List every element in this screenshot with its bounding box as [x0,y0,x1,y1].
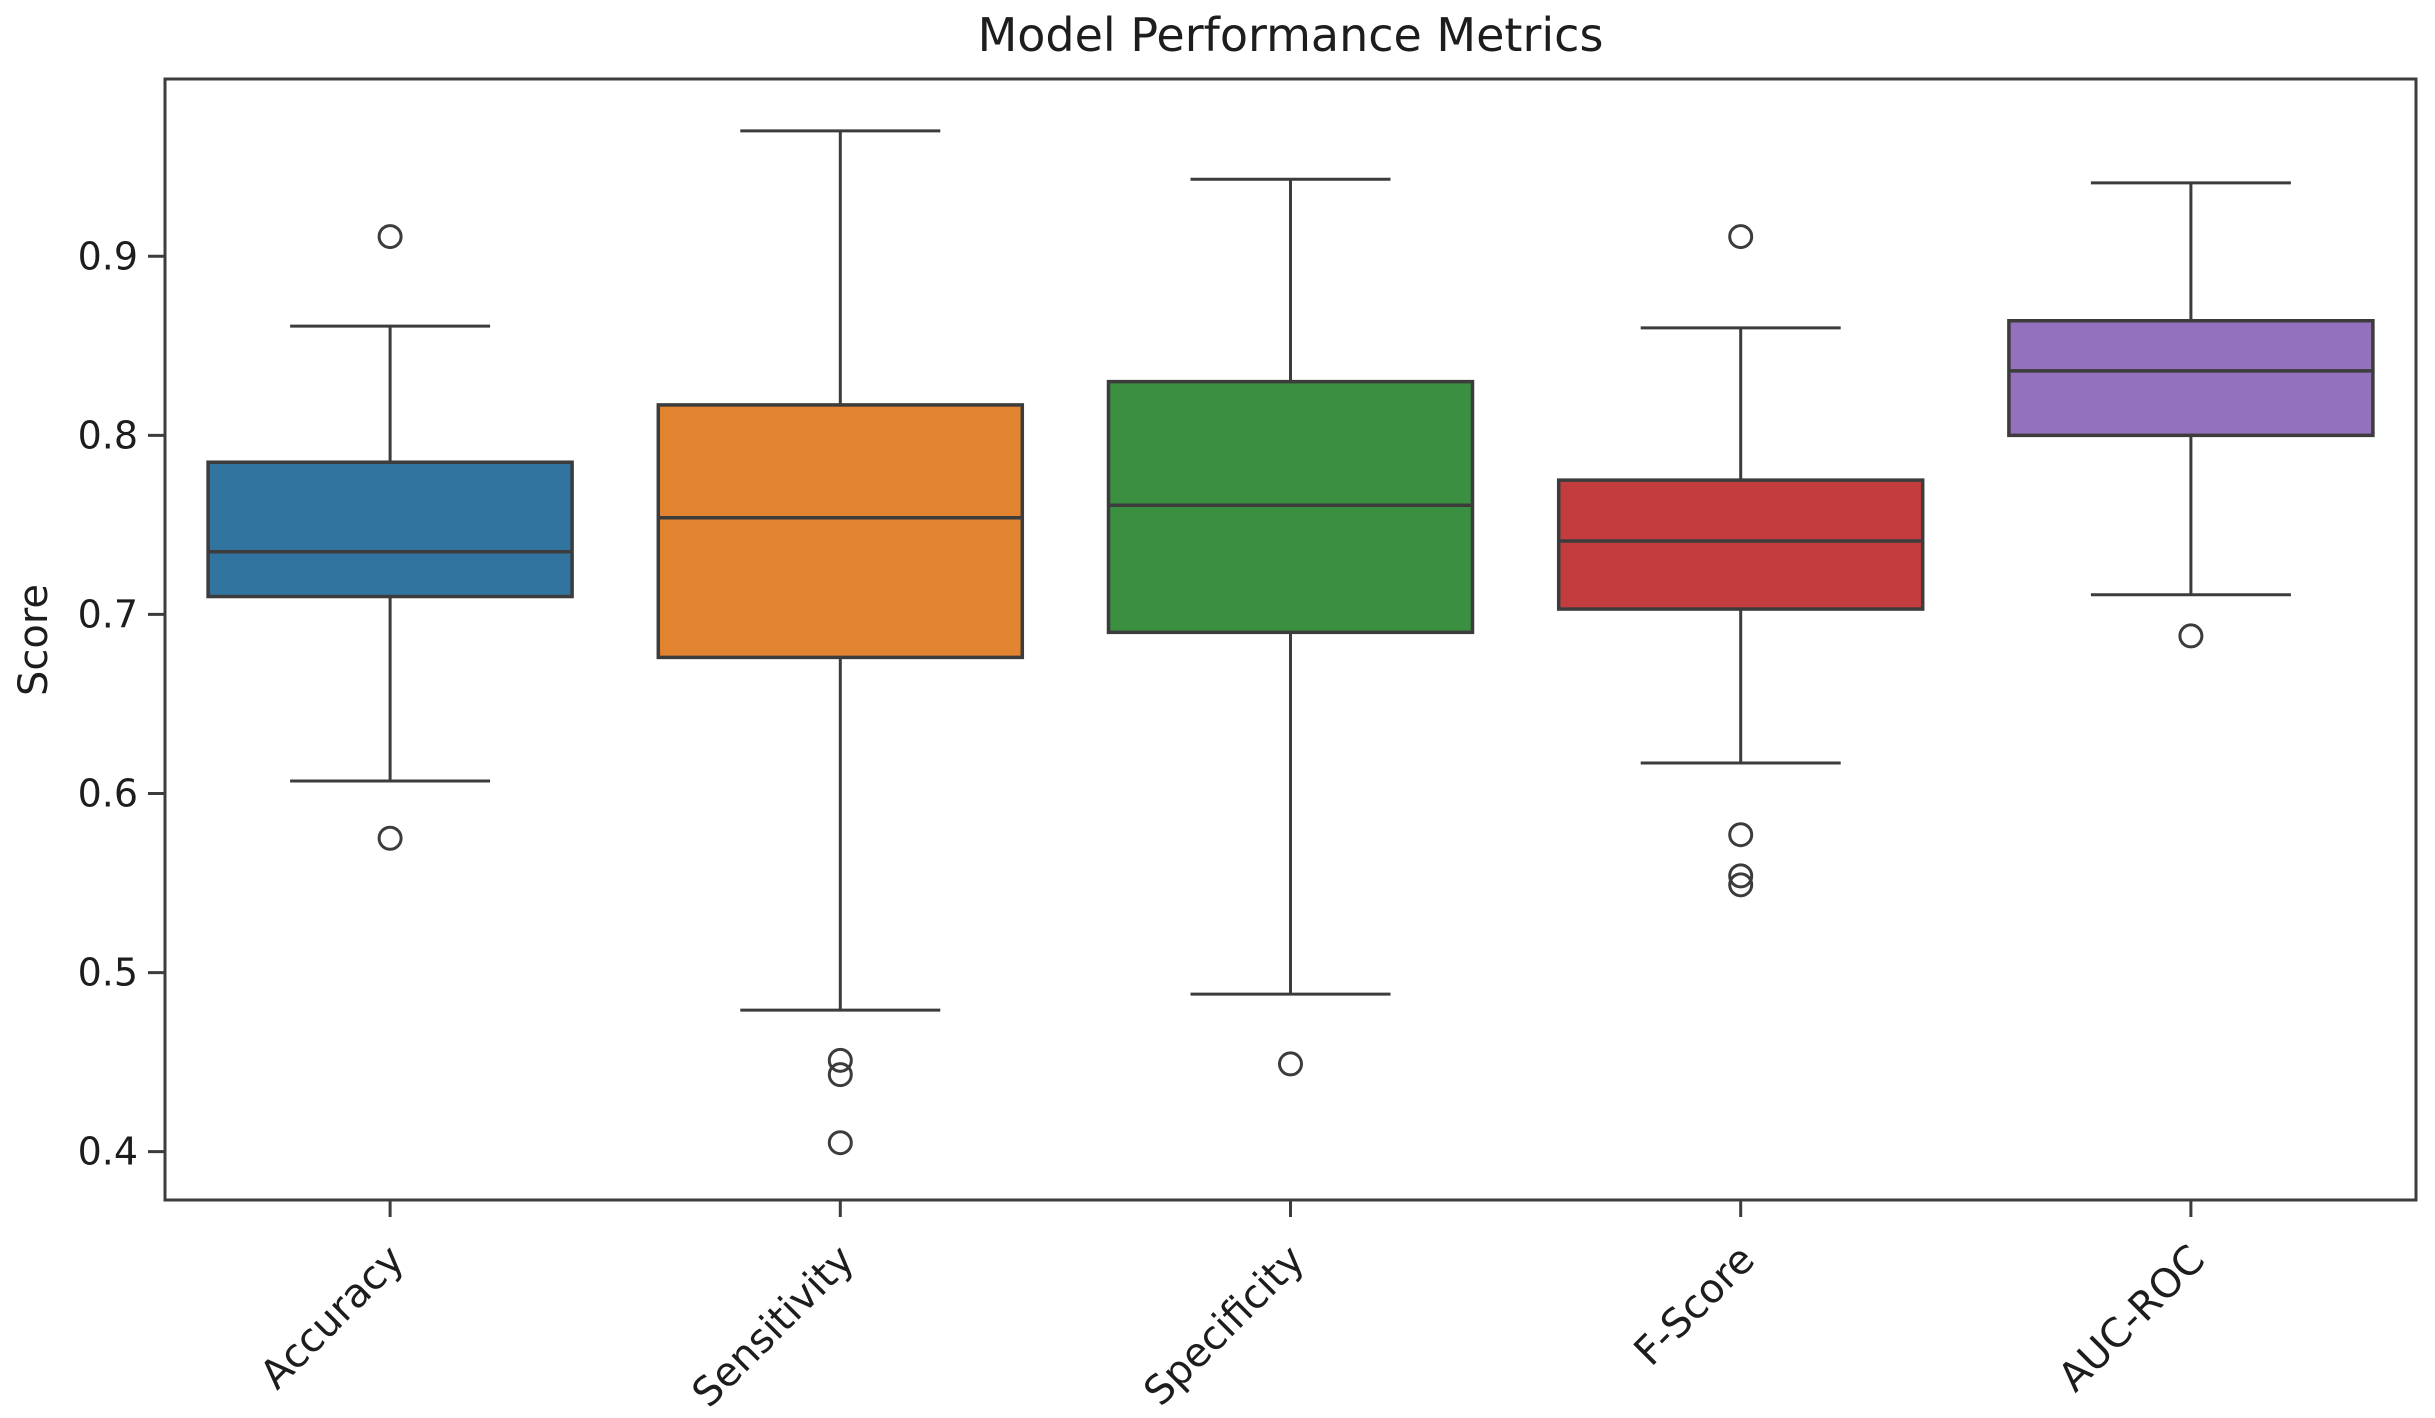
box-auc-roc [2007,318,2375,438]
outlier-f-score [1728,863,1754,889]
outlier-f-score [1728,872,1754,898]
y-tick-label: 0.6 [78,772,138,816]
chart-title: Model Performance Metrics [977,8,1604,62]
outlier-sensitivity [827,1062,853,1088]
x-tick-label-sensitivity: Sensitivity [684,1237,864,1417]
x-tick-label-auc-roc: AUC-ROC [2050,1237,2214,1401]
outlier-accuracy [377,825,403,851]
outlier-sensitivity [827,1047,853,1073]
x-tick-label-accuracy: Accuracy [252,1237,414,1399]
y-tick-label: 0.4 [78,1130,138,1174]
y-tick-label: 0.7 [78,592,138,636]
x-tick-label-f-score: F-Score [1626,1237,1764,1375]
x-tick-label-specificity: Specificity [1135,1237,1313,1415]
box-specificity [1106,379,1475,635]
box-f-score [1556,478,1925,611]
outlier-sensitivity [827,1130,853,1156]
outlier-specificity [1278,1051,1303,1077]
y-tick-label: 0.8 [78,413,138,457]
outlier-f-score [1728,822,1754,848]
outlier-f-score [1728,224,1754,250]
outlier-auc-roc [2178,623,2204,649]
outlier-accuracy [377,224,403,250]
y-tick-label: 0.9 [78,234,138,278]
y-tick-label: 0.5 [78,951,138,995]
box-accuracy [206,460,574,599]
box-sensitivity [656,403,1025,660]
